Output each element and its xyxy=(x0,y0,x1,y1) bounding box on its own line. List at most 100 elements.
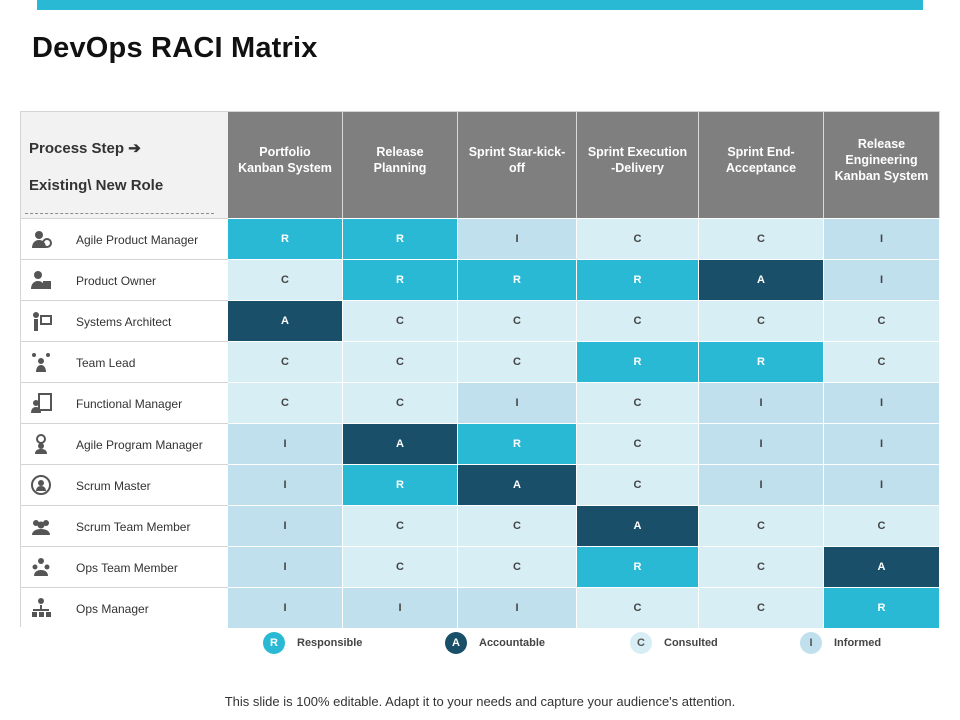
raci-cell: C xyxy=(577,300,699,341)
legend-label: Responsible xyxy=(297,637,363,649)
raci-cell: I xyxy=(824,259,940,300)
raci-cell: I xyxy=(824,423,940,464)
legend-swatch: I xyxy=(800,632,822,654)
raci-cell: C xyxy=(699,218,824,259)
raci-cell: C xyxy=(343,382,458,423)
raci-cell: R xyxy=(458,423,577,464)
raci-cell: R xyxy=(343,259,458,300)
raci-cell: R xyxy=(458,259,577,300)
raci-cell: C xyxy=(228,341,343,382)
raci-cell: I xyxy=(458,218,577,259)
raci-cell: C xyxy=(458,341,577,382)
role-row-header: Scrum Team Member xyxy=(21,505,228,546)
raci-cell: I xyxy=(343,587,458,628)
raci-cell: C xyxy=(577,382,699,423)
column-header-label: Sprint Star-kick-off xyxy=(468,145,566,175)
column-header-label: Portfolio Kanban System xyxy=(238,145,332,175)
ops-team-icon xyxy=(30,556,52,578)
team-lead-icon xyxy=(30,351,52,373)
role-axis-label: Existing\ New Role xyxy=(29,177,164,194)
raci-cell: A xyxy=(577,505,699,546)
raci-cell: C xyxy=(343,300,458,341)
role-row-header: Ops Team Member xyxy=(21,546,228,587)
raci-cell: I xyxy=(228,464,343,505)
raci-cell: R xyxy=(824,587,940,628)
column-header-label: Release Planning xyxy=(373,145,427,175)
raci-cell: R xyxy=(228,218,343,259)
legend-item: I Informed xyxy=(800,632,881,654)
raci-cell: I xyxy=(458,587,577,628)
dashed-divider xyxy=(25,213,214,214)
raci-cell: C xyxy=(228,259,343,300)
legend-label: Consulted xyxy=(664,637,718,649)
raci-cell: I xyxy=(228,546,343,587)
raci-cell: R xyxy=(577,546,699,587)
raci-cell: C xyxy=(824,505,940,546)
slide-title: DevOps RACI Matrix xyxy=(32,32,318,64)
raci-cell: C xyxy=(824,300,940,341)
column-header: Sprint End-Acceptance xyxy=(699,112,824,218)
legend-item: R Responsible xyxy=(263,632,362,654)
raci-cell: I xyxy=(228,587,343,628)
role-label: Ops Manager xyxy=(76,602,149,616)
role-row-header: Agile Product Manager xyxy=(21,218,228,259)
raci-cell: C xyxy=(343,505,458,546)
role-label: Functional Manager xyxy=(76,397,183,411)
team-group-icon xyxy=(30,515,52,537)
scrum-master-icon xyxy=(30,474,52,496)
raci-cell: C xyxy=(458,546,577,587)
process-step-label: Process Step ➔ xyxy=(29,140,141,157)
role-label: Team Lead xyxy=(76,356,136,370)
raci-cell: A xyxy=(228,300,343,341)
raci-cell: R xyxy=(577,341,699,382)
owner-icon xyxy=(30,269,52,291)
footer-note: This slide is 100% editable. Adapt it to… xyxy=(224,694,736,709)
role-row-header: Agile Program Manager xyxy=(21,423,228,464)
raci-cell: R xyxy=(343,218,458,259)
legend-label: Informed xyxy=(834,637,882,649)
raci-cell: C xyxy=(458,300,577,341)
raci-cell: C xyxy=(699,587,824,628)
raci-matrix: Process Step ➔ Existing\ New Role Portfo… xyxy=(20,111,940,628)
role-label: Scrum Master xyxy=(76,479,151,493)
org-chart-icon xyxy=(30,597,52,619)
raci-cell: C xyxy=(577,423,699,464)
role-row-header: Functional Manager xyxy=(21,382,228,423)
raci-cell: C xyxy=(577,218,699,259)
column-header: Sprint Star-kick-off xyxy=(458,112,577,218)
column-header: Portfolio Kanban System xyxy=(228,112,343,218)
role-row-header: Scrum Master xyxy=(21,464,228,505)
raci-cell: I xyxy=(824,382,940,423)
raci-cell: I xyxy=(458,382,577,423)
top-accent-bar xyxy=(37,0,923,10)
column-header: Release Planning xyxy=(343,112,458,218)
role-label: Systems Architect xyxy=(76,315,172,329)
raci-cell: A xyxy=(699,259,824,300)
raci-cell: C xyxy=(699,505,824,546)
legend-swatch: A xyxy=(445,632,467,654)
role-row-header: Systems Architect xyxy=(21,300,228,341)
raci-cell: C xyxy=(228,382,343,423)
raci-cell: C xyxy=(699,546,824,587)
legend-item: A Accountable xyxy=(445,632,545,654)
matrix-corner-header: Process Step ➔ Existing\ New Role xyxy=(21,112,228,218)
role-row-header: Team Lead xyxy=(21,341,228,382)
gear-person-icon xyxy=(30,228,52,250)
legend-label: Accountable xyxy=(479,637,546,649)
column-header: Release Engineering Kanban System xyxy=(824,112,940,218)
raci-cell: C xyxy=(699,300,824,341)
raci-cell: R xyxy=(577,259,699,300)
role-label: Ops Team Member xyxy=(76,561,178,575)
raci-cell: I xyxy=(824,218,940,259)
legend-item: C Consulted xyxy=(630,632,718,654)
raci-cell: I xyxy=(824,464,940,505)
role-label: Agile Product Manager xyxy=(76,233,199,247)
architect-icon xyxy=(30,310,52,332)
raci-cell: I xyxy=(228,505,343,546)
program-manager-icon xyxy=(30,433,52,455)
raci-cell: C xyxy=(343,341,458,382)
raci-cell: C xyxy=(577,464,699,505)
column-header-label: Release Engineering Kanban System xyxy=(834,137,929,183)
raci-cell: I xyxy=(699,464,824,505)
raci-cell: C xyxy=(343,546,458,587)
